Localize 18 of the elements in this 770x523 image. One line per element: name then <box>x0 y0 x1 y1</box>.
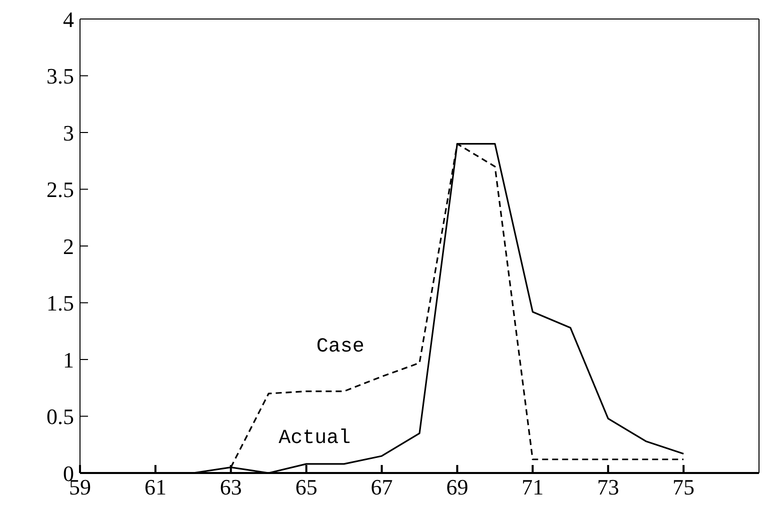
x-tick-label: 71 <box>522 474 544 500</box>
y-tick-label: 0.5 <box>46 404 74 430</box>
x-tick-label: 67 <box>370 474 393 500</box>
y-tick-label: 1.5 <box>46 290 74 316</box>
x-tick-label: 61 <box>144 474 166 500</box>
x-tick-label: 75 <box>672 474 695 500</box>
y-tick-label: 4 <box>63 6 74 32</box>
series-label: Actual <box>278 427 351 450</box>
x-tick-label: 73 <box>597 474 620 500</box>
y-tick-label: 3.5 <box>46 64 74 89</box>
x-tick-label: 63 <box>220 474 242 500</box>
y-tick-label: 1 <box>63 347 74 372</box>
x-tick-label: 65 <box>295 474 318 500</box>
y-tick-label: 2 <box>63 234 74 259</box>
series-label: Case <box>316 335 364 358</box>
y-tick-label: 2.5 <box>46 177 74 202</box>
x-tick-label: 69 <box>446 474 468 500</box>
y-tick-label: 3 <box>63 120 74 146</box>
